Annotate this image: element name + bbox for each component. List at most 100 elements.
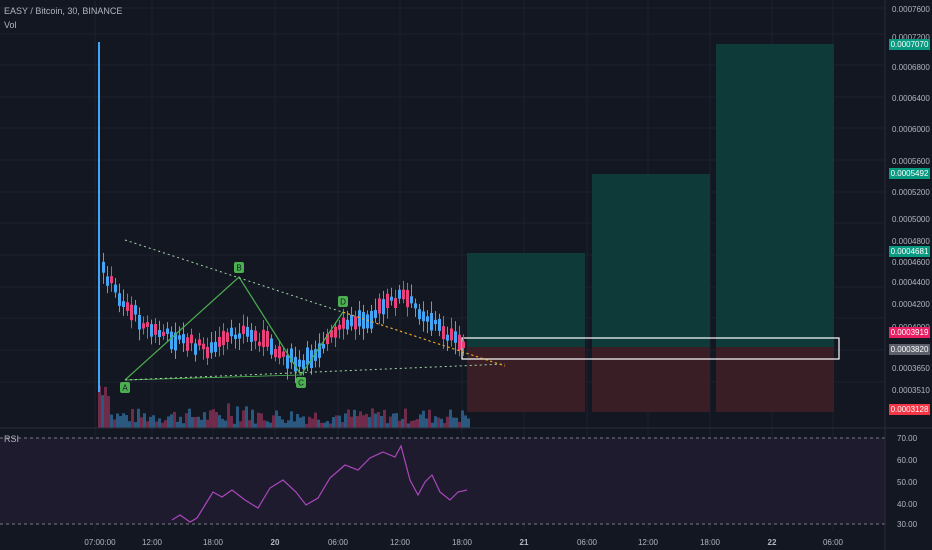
candle-body	[418, 309, 421, 320]
volume-bar	[314, 412, 317, 428]
volume-bar	[194, 416, 197, 428]
candle-body	[134, 305, 137, 315]
volume-bar	[146, 421, 149, 428]
candle-body	[150, 324, 153, 337]
volume-bar	[113, 419, 116, 428]
volume-bar	[290, 411, 293, 428]
volume-bar	[176, 421, 179, 428]
volume-bar	[263, 420, 266, 428]
symbol-title[interactable]: EASY / Bitcoin, 30, BINANCE	[4, 6, 123, 16]
abcd-pattern[interactable]: A B C D	[120, 239, 506, 393]
volume-bar	[443, 423, 446, 428]
price-tick: 0.0004600	[892, 258, 930, 267]
volume-bar	[254, 423, 257, 428]
volume-bar	[302, 416, 305, 428]
volume-bar	[464, 415, 467, 428]
volume-bar	[338, 415, 341, 428]
time-tick: 21	[520, 538, 529, 547]
pattern-label-a	[120, 382, 130, 393]
volume-bar	[389, 416, 392, 428]
volume-bar	[365, 413, 368, 428]
volume-bar	[353, 409, 356, 428]
candle-body	[102, 261, 105, 273]
volume-bar	[452, 417, 455, 428]
volume-bar	[344, 413, 347, 428]
volume-bar	[272, 415, 275, 428]
rsi-tick: 30.00	[897, 520, 918, 529]
candle-body	[430, 312, 433, 331]
time-tick: 18:00	[700, 538, 721, 547]
candle-body	[370, 310, 373, 329]
volume-bar	[320, 422, 323, 428]
volume-bar	[257, 412, 260, 428]
volume-bar	[434, 416, 437, 428]
abcd-line	[124, 276, 344, 381]
volume-bar	[260, 413, 263, 428]
candle-body	[330, 329, 333, 338]
volume-bar	[173, 411, 176, 428]
dotted-resistance	[124, 239, 506, 367]
candle-body	[126, 302, 129, 311]
volume-bar	[392, 413, 395, 428]
candle-body	[410, 296, 413, 304]
volume-bar	[413, 420, 416, 428]
time-tick: 12:00	[390, 538, 411, 547]
volume-bar	[284, 422, 287, 428]
volume-bar	[143, 413, 146, 428]
volume-bar	[245, 406, 248, 428]
volume-bar	[425, 418, 428, 428]
volume-bar	[149, 416, 152, 428]
candle-body	[202, 343, 205, 350]
candle-body	[278, 346, 281, 359]
volume-bar	[215, 412, 218, 428]
price-tag: 0.0005492	[889, 168, 930, 179]
volume-bar	[407, 423, 410, 428]
volume-bar	[428, 409, 431, 428]
candle-body	[438, 318, 441, 331]
volume-bar	[446, 416, 449, 428]
candle-body	[170, 331, 173, 350]
volume-bar	[188, 408, 191, 428]
candle-body	[362, 312, 365, 329]
candle-body	[162, 331, 165, 336]
volume-bar	[332, 416, 335, 428]
volume-bar	[278, 416, 281, 428]
candle-body	[382, 299, 385, 315]
volume-bar	[299, 417, 302, 428]
volume-bar	[131, 408, 134, 428]
candle-body	[434, 319, 437, 325]
entry-box	[461, 337, 840, 360]
candle-body	[238, 333, 241, 339]
candle-body	[266, 331, 269, 347]
volume-bar	[287, 420, 290, 428]
price-tag: 0.0003820	[889, 344, 930, 355]
price-tag: 0.0003919	[889, 327, 930, 338]
candle-body	[114, 284, 117, 293]
candle-body	[298, 359, 301, 367]
time-tick: 18:00	[203, 538, 224, 547]
volume-bar	[242, 410, 245, 428]
volume-bar	[248, 420, 251, 428]
volume-bar	[335, 415, 338, 428]
pattern-label-text: C	[298, 379, 304, 388]
volume-bar	[140, 417, 143, 428]
candle-body	[146, 322, 149, 327]
candle-body	[182, 334, 185, 344]
candle-body	[186, 337, 189, 351]
volume-bar	[251, 409, 254, 428]
candlesticks[interactable]	[98, 42, 465, 392]
volume-bar	[458, 421, 461, 428]
candle-body	[270, 338, 273, 355]
volume-bar	[329, 423, 332, 428]
volume-bar	[167, 416, 170, 428]
volume-bar	[134, 422, 137, 428]
time-tick: 12:00	[142, 538, 163, 547]
volume-bar	[266, 421, 269, 428]
candle-body	[174, 332, 177, 351]
volume-bar	[281, 419, 284, 428]
candle-body	[286, 354, 289, 369]
volume-bar	[236, 406, 239, 428]
volume-bar	[191, 416, 194, 428]
volume-bar	[326, 421, 329, 428]
